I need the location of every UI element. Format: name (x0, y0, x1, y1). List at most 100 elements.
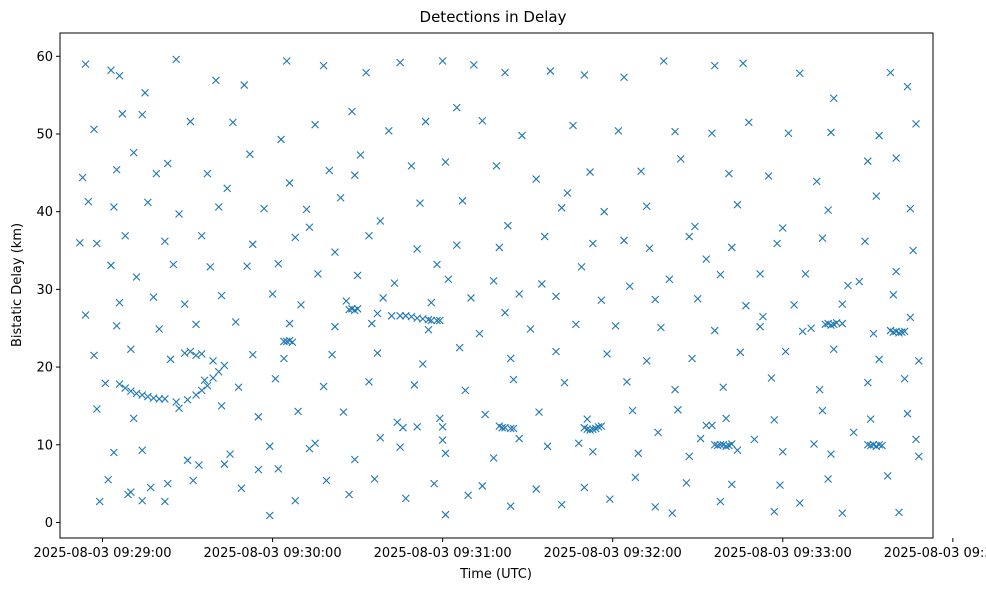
scatter-point (691, 222, 699, 231)
scatter-point (818, 234, 827, 242)
scatter-point (722, 414, 730, 423)
scatter-point (433, 316, 441, 325)
scatter-point (75, 238, 84, 247)
scatter-point (495, 243, 504, 252)
scatter-point (271, 374, 280, 383)
scatter-point (611, 322, 620, 330)
scatter-point (552, 292, 560, 301)
scatter-point (274, 259, 283, 268)
scatter-point (416, 199, 424, 208)
scatter-point (376, 433, 385, 442)
scatter-point (892, 154, 901, 162)
scatter-point (163, 159, 172, 168)
scatter-point (277, 135, 285, 144)
scatter-point (183, 395, 192, 404)
scatter-point (121, 384, 130, 392)
scatter-point (396, 443, 405, 451)
scatter-point (622, 377, 631, 386)
scatter-point (625, 282, 634, 291)
scatter-point (716, 270, 725, 279)
scatter-point (217, 402, 226, 410)
scatter-point (314, 269, 322, 278)
scatter-point (410, 381, 419, 389)
scatter-point (708, 129, 716, 138)
scatter-point (631, 473, 640, 482)
scatter-point (115, 380, 124, 389)
scatter-point (827, 450, 835, 458)
scatter-point (478, 482, 487, 490)
scatter-point (634, 449, 643, 458)
scatter-point (838, 509, 847, 518)
scatter-point (637, 167, 645, 176)
scatter-point (268, 290, 277, 298)
scatter-point (441, 158, 450, 166)
scatter-point (594, 423, 603, 431)
scatter-point (353, 271, 362, 280)
scatter-point (725, 169, 733, 178)
scatter-point (577, 262, 586, 271)
scatter-point (280, 354, 288, 363)
scatter-point (863, 157, 872, 166)
x-tick-label: 2025-08-03 09:29:00 (33, 546, 171, 561)
scatter-point (444, 275, 453, 284)
scatter-point (461, 386, 470, 395)
scatter-point (438, 57, 447, 65)
scatter-point (413, 423, 422, 431)
scatter-point (651, 295, 660, 304)
scatter-point (319, 382, 328, 391)
scatter-point (373, 349, 382, 357)
scatter-point (478, 116, 487, 125)
scatter-point (900, 327, 909, 336)
scatter-point (654, 428, 662, 437)
scatter-point (220, 460, 229, 469)
scatter-point (586, 168, 594, 176)
scatter-point (175, 210, 183, 218)
scatter-point (427, 298, 436, 307)
scatter-point (413, 245, 422, 253)
scatter-point (509, 424, 518, 433)
scatter-point (203, 381, 212, 390)
scatter-point (829, 94, 838, 103)
scatter-point (526, 325, 535, 333)
scatter-point (773, 239, 781, 248)
scatter-point (243, 262, 251, 270)
scatter-point (583, 415, 592, 424)
scatter-point (438, 423, 447, 431)
scatter-point (557, 203, 566, 212)
scatter-point (95, 497, 104, 506)
scatter-point (506, 424, 515, 433)
scatter-point (435, 316, 444, 325)
scatter-point (770, 507, 779, 516)
scatter-point (628, 406, 637, 415)
scatter-point (172, 398, 181, 406)
scatter-point (452, 103, 461, 112)
scatter-point (733, 446, 742, 455)
scatter-point (231, 318, 240, 326)
scatter-point (155, 395, 164, 403)
x-tick-label: 2025-08-03 09:34:00 (884, 546, 986, 561)
scatter-point (798, 327, 807, 336)
scatter-point (682, 478, 691, 487)
scatter-point (160, 395, 169, 403)
chart-title: Detections in Delay (420, 8, 567, 26)
scatter-point (180, 349, 189, 357)
scatter-point (172, 55, 181, 64)
scatter-point (192, 391, 200, 399)
scatter-point (441, 449, 450, 458)
scatter-point (912, 435, 920, 444)
scatter-point (739, 59, 747, 68)
scatter-point (367, 319, 376, 328)
scatter-point (827, 128, 835, 137)
scatter-point (838, 300, 847, 309)
scatter-point (756, 269, 764, 278)
y-tick-label: 20 (36, 361, 53, 376)
x-tick-label: 2025-08-03 09:33:00 (714, 546, 852, 561)
scatter-point (588, 239, 597, 248)
scatter-point (750, 435, 759, 444)
scatter-point (481, 410, 490, 419)
scatter-point (452, 241, 461, 249)
scatter-point (912, 120, 920, 128)
scatter-point (226, 450, 234, 458)
scatter-point (183, 456, 192, 465)
scatter-point (560, 378, 569, 387)
